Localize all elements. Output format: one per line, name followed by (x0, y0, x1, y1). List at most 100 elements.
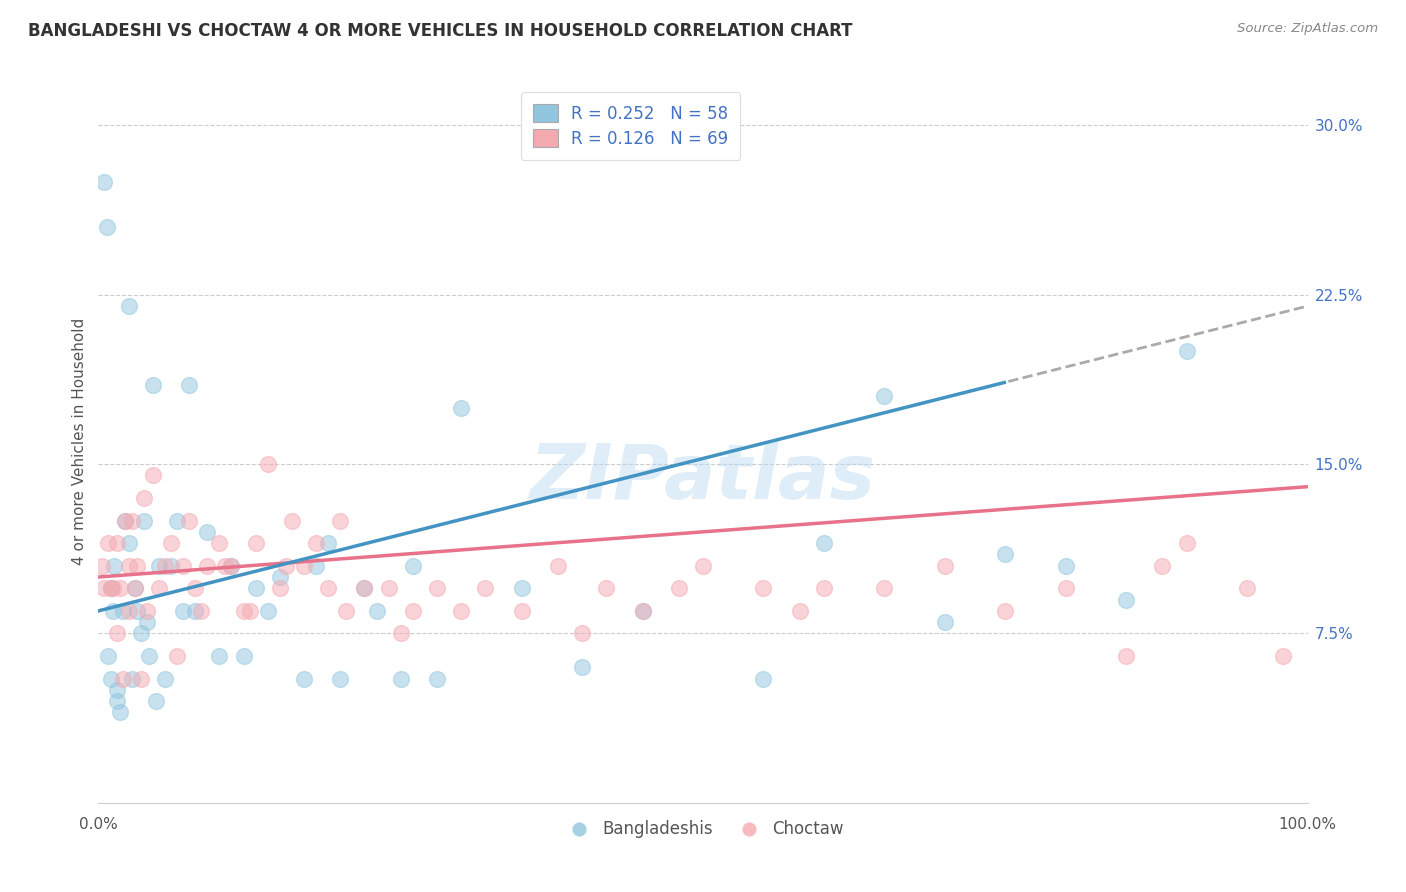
Point (281, 514, 304, 528)
Point (1115, 648, 1137, 663)
Point (101, 604, 124, 618)
Point (221, 558, 243, 573)
Point (389, 626, 412, 640)
Point (426, 582, 449, 596)
Point (114, 514, 136, 528)
Point (118, 536, 141, 550)
Point (547, 558, 569, 573)
Point (510, 582, 533, 596)
Point (96, 220, 118, 235)
Point (160, 558, 183, 573)
Point (474, 582, 496, 596)
Point (1175, 536, 1198, 550)
Point (631, 604, 654, 618)
Point (97, 648, 120, 663)
Point (127, 558, 149, 573)
Point (239, 604, 262, 618)
Point (256, 604, 278, 618)
Point (571, 626, 593, 640)
Point (172, 558, 194, 573)
Point (124, 582, 146, 596)
Point (934, 615, 956, 630)
Point (813, 582, 835, 596)
Point (274, 558, 297, 573)
Point (1272, 648, 1295, 663)
Text: ZIPatlas: ZIPatlas (530, 441, 876, 515)
Point (129, 626, 152, 640)
Point (450, 604, 472, 618)
Point (111, 672, 134, 686)
Point (105, 694, 128, 708)
Point (426, 672, 449, 686)
Point (1175, 344, 1198, 359)
Point (316, 536, 339, 550)
Point (184, 582, 207, 596)
Point (1152, 558, 1174, 573)
Point (105, 682, 128, 697)
Point (172, 604, 194, 618)
Point (105, 536, 128, 550)
Point (135, 604, 157, 618)
Point (595, 582, 617, 596)
Point (232, 648, 254, 663)
Point (377, 582, 399, 596)
Point (389, 672, 412, 686)
Point (179, 514, 201, 528)
Point (195, 558, 218, 573)
Point (208, 536, 231, 550)
Point (134, 514, 156, 528)
Point (142, 378, 165, 392)
Point (145, 694, 167, 708)
Point (93, 175, 115, 189)
Point (1236, 582, 1258, 596)
Point (994, 548, 1017, 562)
Point (269, 582, 291, 596)
Point (129, 672, 152, 686)
Point (292, 672, 315, 686)
Point (1115, 592, 1137, 607)
Point (148, 582, 170, 596)
Point (353, 582, 375, 596)
Point (789, 604, 811, 618)
Point (245, 536, 267, 550)
Point (160, 536, 183, 550)
Point (124, 582, 146, 596)
Point (873, 389, 896, 403)
Point (335, 604, 357, 618)
Point (103, 558, 125, 573)
Point (292, 558, 315, 573)
Point (305, 558, 328, 573)
Point (994, 604, 1017, 618)
Point (148, 558, 170, 573)
Point (101, 582, 124, 596)
Point (166, 648, 188, 663)
Point (571, 660, 593, 674)
Point (1054, 582, 1077, 596)
Point (934, 558, 956, 573)
Point (813, 536, 835, 550)
Point (245, 582, 267, 596)
Point (142, 468, 165, 483)
Point (111, 604, 134, 618)
Point (873, 582, 896, 596)
Point (121, 672, 143, 686)
Point (329, 514, 352, 528)
Point (269, 570, 291, 584)
Point (153, 558, 176, 573)
Point (402, 604, 425, 618)
Y-axis label: 4 or more Vehicles in Household: 4 or more Vehicles in Household (72, 318, 87, 566)
Point (692, 558, 714, 573)
Point (450, 401, 472, 415)
Point (232, 604, 254, 618)
Point (184, 604, 207, 618)
Point (108, 706, 131, 720)
Point (153, 672, 176, 686)
Text: BANGLADESHI VS CHOCTAW 4 OR MORE VEHICLES IN HOUSEHOLD CORRELATION CHART: BANGLADESHI VS CHOCTAW 4 OR MORE VEHICLE… (28, 22, 852, 40)
Point (100, 582, 122, 596)
Point (366, 604, 388, 618)
Point (166, 514, 188, 528)
Point (121, 514, 143, 528)
Point (93, 582, 115, 596)
Point (668, 582, 690, 596)
Point (91, 558, 114, 573)
